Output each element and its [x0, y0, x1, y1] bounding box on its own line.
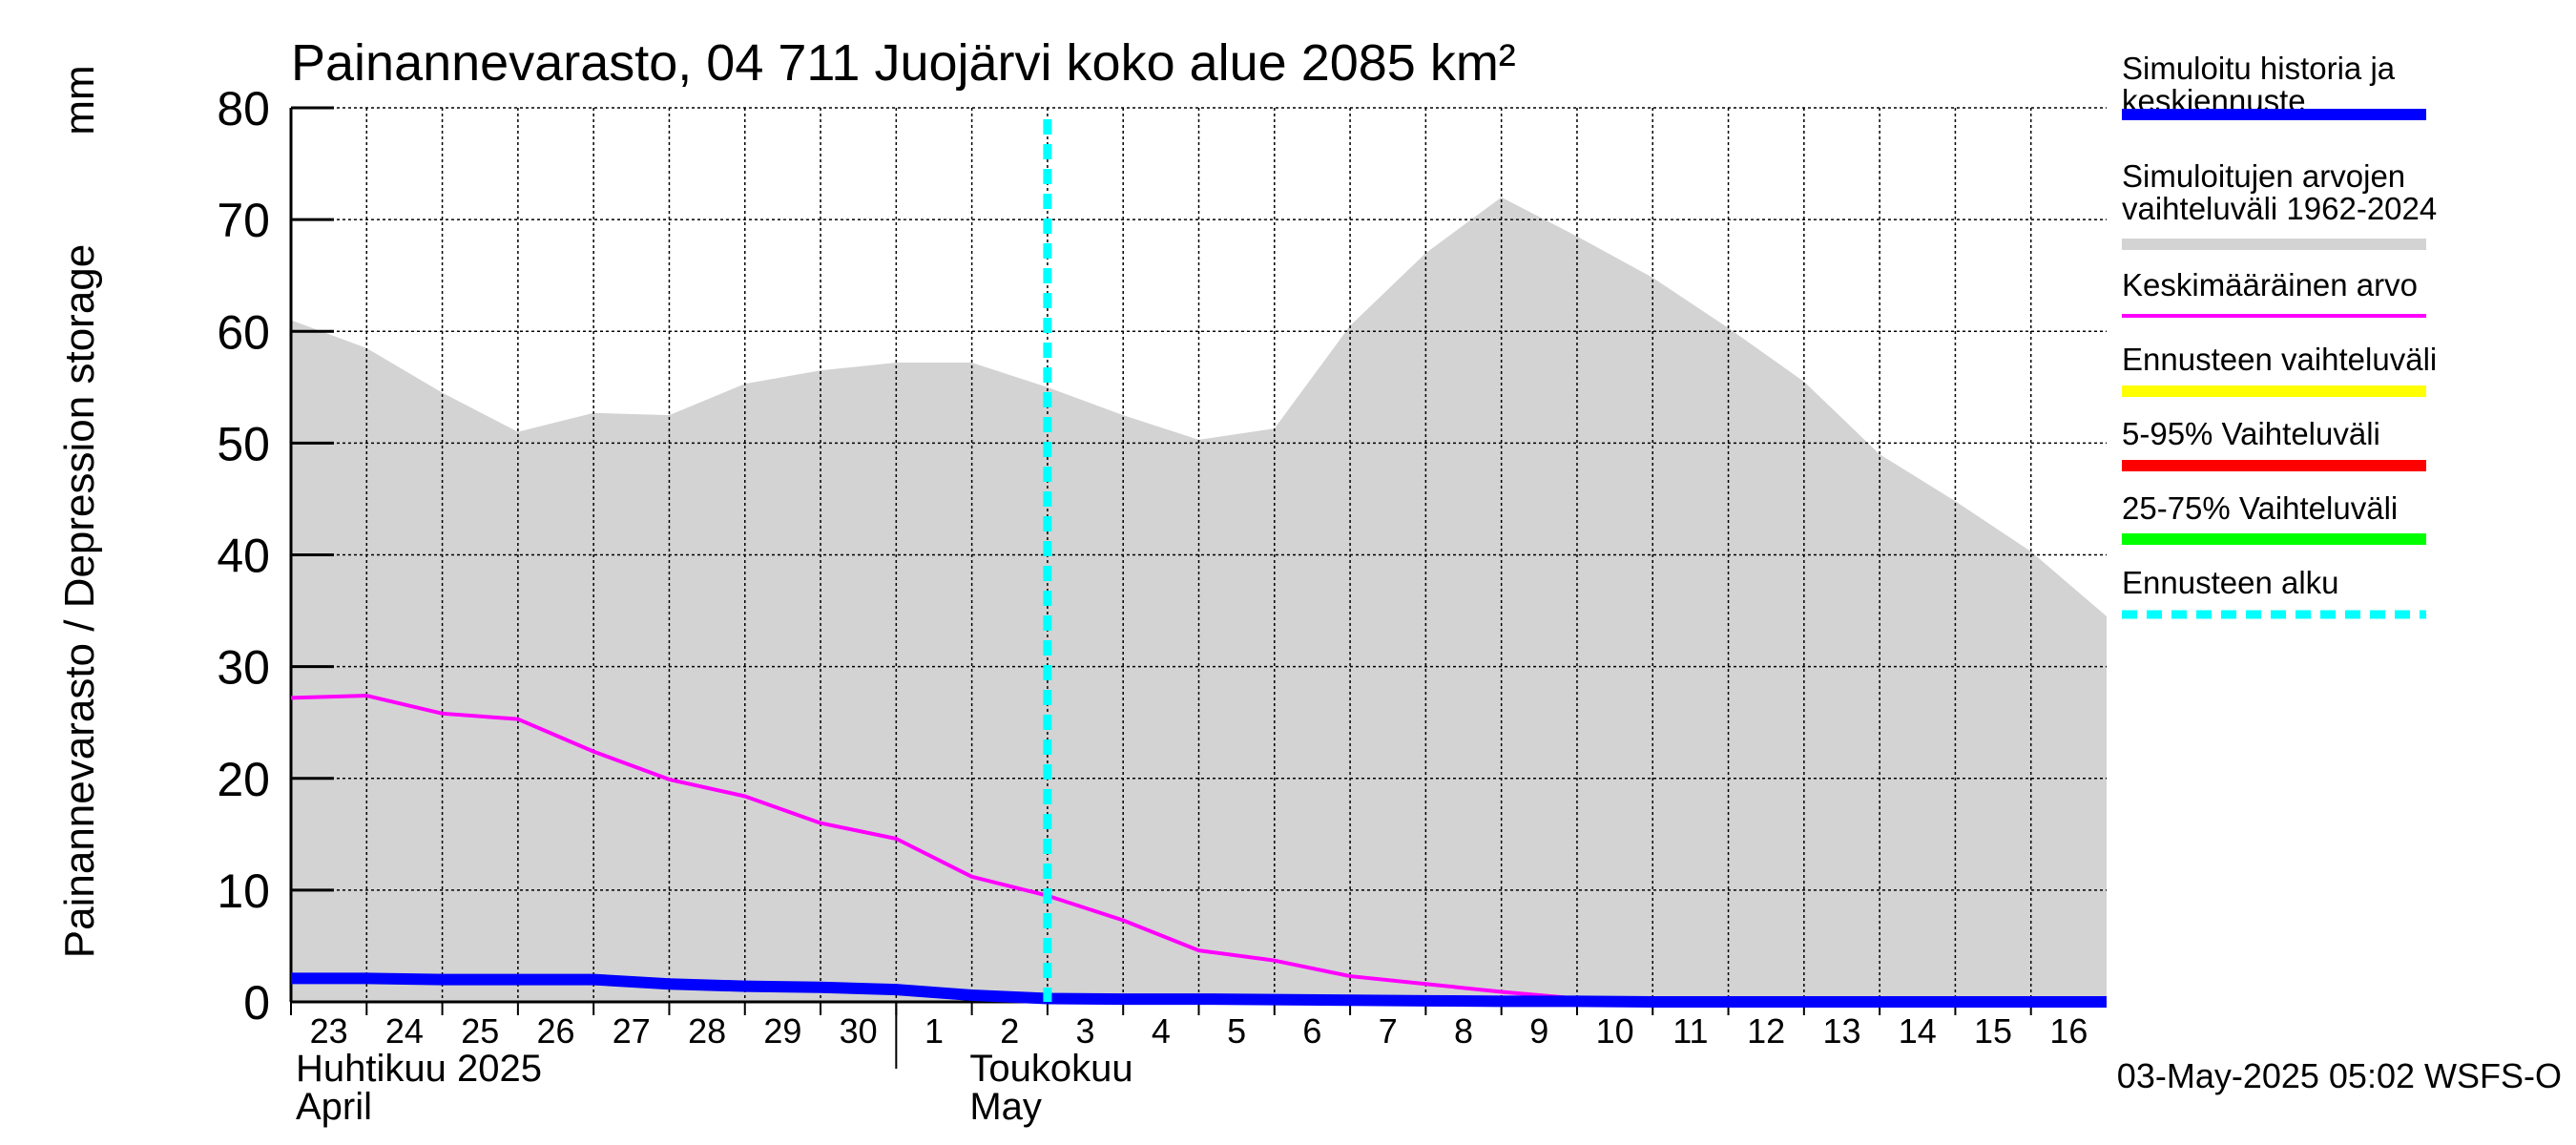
timestamp-footer: 03-May-2025 05:02 WSFS-O: [2117, 1056, 2562, 1095]
x-tick-label: 9: [1529, 1011, 1548, 1051]
x-tick-label: 30: [840, 1011, 878, 1051]
legend-label: 5-95% Vaihteluväli: [2122, 416, 2380, 451]
y-axis-unit: mm: [56, 65, 103, 135]
x-tick-label: 4: [1152, 1011, 1171, 1051]
y-tick-label: 80: [217, 82, 270, 135]
y-tick-label: 30: [217, 641, 270, 695]
legend-label: Keskimääräinen arvo: [2122, 267, 2418, 302]
x-tick-label: 14: [1899, 1011, 1937, 1051]
x-tick-label: 26: [536, 1011, 574, 1051]
x-tick-label: 8: [1454, 1011, 1473, 1051]
legend-label: vaihteluväli 1962-2024: [2122, 191, 2437, 226]
legend-label: Simuloitu historia ja: [2122, 51, 2396, 86]
x-tick-label: 24: [385, 1011, 424, 1051]
x-tick-label: 1: [924, 1011, 944, 1051]
y-tick-label: 70: [217, 194, 270, 247]
month-label: Huhtikuu 2025: [296, 1048, 542, 1090]
legend-entry: 25-75% Vaihteluväli: [2122, 490, 2426, 545]
x-tick-label: 29: [763, 1011, 801, 1051]
x-tick-label: 2: [1000, 1011, 1019, 1051]
x-tick-label: 13: [1822, 1011, 1860, 1051]
x-tick-label: 10: [1596, 1011, 1634, 1051]
y-tick-label: 20: [217, 753, 270, 806]
x-tick-label: 11: [1672, 1011, 1708, 1051]
month-label-en: May: [969, 1086, 1042, 1128]
y-tick-label: 10: [217, 864, 270, 918]
x-tick-label: 6: [1302, 1011, 1321, 1051]
x-tick-label: 15: [1974, 1011, 2012, 1051]
x-tick-label: 3: [1076, 1011, 1095, 1051]
x-tick-label: 23: [310, 1011, 348, 1051]
legend-entry: Ennusteen alku: [2122, 565, 2426, 619]
x-tick-label: 25: [461, 1011, 499, 1051]
x-tick-label: 27: [613, 1011, 651, 1051]
y-axis-label: Painannevarasto / Depression storage: [56, 244, 103, 958]
legend-entry: Ennusteen vaihteluväli: [2122, 342, 2437, 397]
x-tick-label: 5: [1227, 1011, 1246, 1051]
legend-label: Ennusteen alku: [2122, 565, 2339, 600]
y-tick-label: 40: [217, 530, 270, 583]
series-line-simulated: [291, 972, 2107, 1008]
month-label: Toukokuu: [969, 1048, 1132, 1090]
month-label-en: April: [296, 1086, 372, 1128]
y-tick-label: 60: [217, 305, 270, 359]
x-tick-label: 12: [1747, 1011, 1785, 1051]
legend-label: Ennusteen vaihteluväli: [2122, 342, 2437, 377]
x-tick-label: 16: [2049, 1011, 2088, 1051]
y-tick-label: 50: [217, 417, 270, 470]
legend-entry: Keskimääräinen arvo: [2122, 267, 2426, 318]
legend-entry: 5-95% Vaihteluväli: [2122, 416, 2426, 471]
legend-label: 25-75% Vaihteluväli: [2122, 490, 2398, 526]
legend-label: Simuloitujen arvojen: [2122, 158, 2405, 194]
chart-title: Painannevarasto, 04 711 Juojärvi koko al…: [291, 34, 1516, 92]
x-tick-label: 28: [688, 1011, 726, 1051]
legend: Simuloitu historia jakeskiennusteSimuloi…: [2122, 51, 2437, 619]
x-tick-label: 7: [1379, 1011, 1398, 1051]
y-tick-label: 0: [243, 976, 270, 1030]
